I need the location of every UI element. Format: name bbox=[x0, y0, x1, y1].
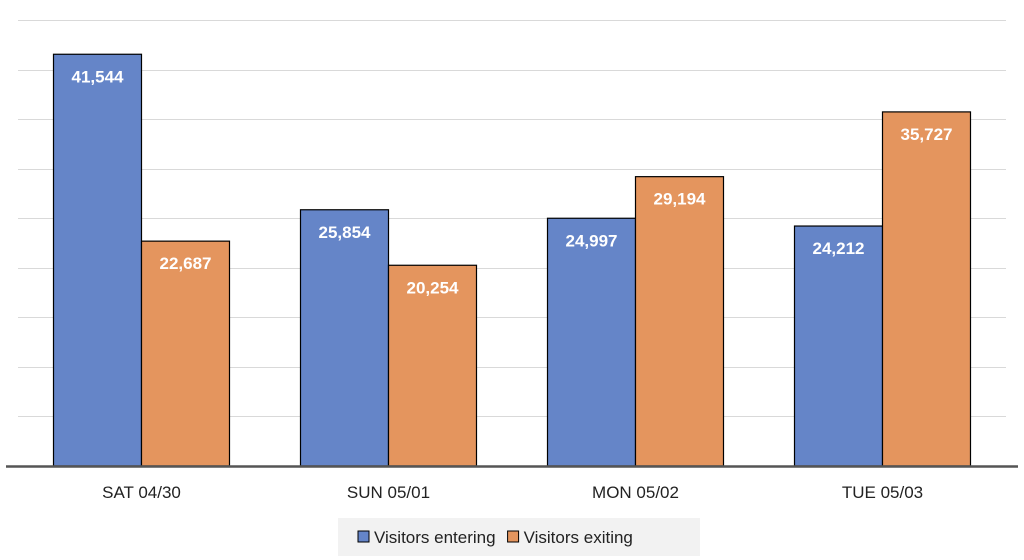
x-tick-label: TUE 05/03 bbox=[842, 483, 923, 502]
bars bbox=[52, 53, 972, 467]
legend: Visitors entering Visitors exiting bbox=[338, 518, 700, 556]
x-tick-label: SAT 04/30 bbox=[102, 483, 181, 502]
legend-swatch-visitors-exiting bbox=[507, 530, 520, 543]
x-axis: SAT 04/30 SUN 05/01 MON 05/02 TUE 05/03 bbox=[6, 465, 1018, 502]
x-tick-label: SUN 05/01 bbox=[347, 483, 430, 502]
data-labels: 41,544 22,687 25,854 20,254 24,997 29,194 24,2… bbox=[72, 67, 953, 297]
data-label-visitors-exiting: 29,194 bbox=[654, 190, 707, 209]
data-label-visitors-exiting: 20,254 bbox=[407, 278, 460, 297]
data-label-visitors-entering: 24,997 bbox=[566, 231, 618, 250]
bar-visitors-exiting bbox=[881, 111, 972, 467]
x-tick-label: MON 05/02 bbox=[592, 483, 679, 502]
data-label-visitors-exiting: 35,727 bbox=[901, 125, 953, 144]
bar-visitors-entering bbox=[546, 217, 637, 467]
bar-visitors-exiting bbox=[634, 176, 725, 467]
data-label-visitors-entering: 24,212 bbox=[813, 239, 865, 258]
legend-label-visitors-exiting: Visitors exiting bbox=[524, 528, 633, 547]
data-label-visitors-entering: 25,854 bbox=[319, 223, 372, 242]
legend-label-visitors-entering: Visitors entering bbox=[374, 528, 496, 547]
bar-visitors-entering bbox=[52, 53, 143, 467]
bar-visitors-entering bbox=[793, 225, 884, 467]
data-label-visitors-entering: 41,544 bbox=[72, 67, 125, 86]
legend-swatch-visitors-entering bbox=[357, 530, 370, 543]
bar-visitors-exiting bbox=[140, 240, 231, 467]
data-label-visitors-exiting: 22,687 bbox=[160, 254, 212, 273]
bar-visitors-entering bbox=[299, 209, 390, 467]
